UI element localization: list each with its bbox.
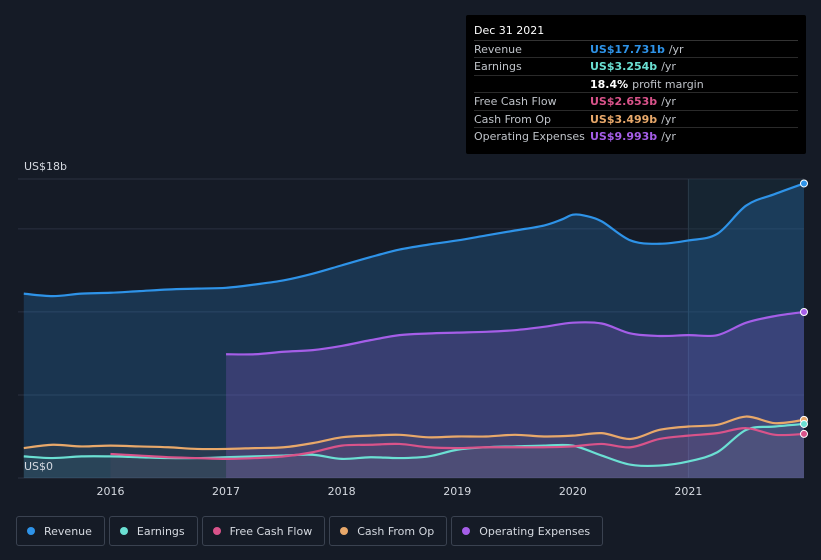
x-tick-label: 2018 [327,485,356,498]
legend-item-cash-from-op[interactable]: Cash From Op [329,516,448,546]
legend-dot-icon [27,527,35,535]
tooltip-row: 18.4% profit margin [474,76,798,94]
tooltip-row-value: US$9.993b [590,129,658,143]
tooltip-row-value: 18.4% [590,77,629,91]
tooltip-row-label: Earnings [474,60,522,74]
tooltip-row-label: Revenue [474,43,522,56]
legend-label: Cash From Op [357,524,435,538]
tooltip-row-label: Cash From Op [474,112,552,126]
legend-label: Revenue [44,524,92,538]
tooltip-row: Revenue US$17.731b/yr [474,41,798,59]
tooltip-row-unit: /yr [661,129,676,143]
tooltip-row: Cash From Op US$3.499b/yr [474,111,798,128]
legend-item-earnings[interactable]: Earnings [108,516,198,546]
tooltip-panel: Dec 31 2021 Revenue US$17.731b/yr Earnings… [466,15,806,154]
tooltip-date: Dec 31 2021 [474,23,798,41]
x-tick-label: 2017 [212,485,241,498]
area-layer [23,183,805,478]
legend-label: Operating Expenses [479,524,591,538]
legend-dot-icon [462,527,471,535]
tooltip-row-unit: /yr [668,43,684,56]
series-line-cash-from-op [23,415,805,451]
tooltip-row: Earnings US$3.254b/yr [474,58,798,76]
x-tick-label: 2020 [558,485,587,498]
series-end-point-earnings [800,419,808,428]
series-end-point-free-cash-flow [800,429,808,438]
legend-dot-icon [119,527,128,535]
tooltip-row-label: Free Cash Flow [474,95,557,109]
series-line-earnings [23,422,805,468]
tooltip-row-value: US$17.731b [590,43,665,56]
series-area-cash-from-op [23,416,804,478]
tooltip-row-unit: /yr [661,112,676,126]
tooltip-rows: Revenue US$17.731b/yr Earnings US$3.254b/yr… [474,41,798,145]
tooltip-row: Free Cash Flow US$2.653b/yr [474,93,798,111]
x-tick-label: 2019 [443,485,472,498]
tooltip-row-value: US$2.653b [590,95,658,109]
tooltip-row-label [474,76,590,92]
legend: Revenue Earnings Free Cash Flow Cash From O… [16,516,607,546]
tooltip-row-unit: /yr [661,60,676,74]
series-end-point-operating-expenses [800,308,808,317]
legend-dot-icon [340,527,349,535]
tooltip-row-value: US$3.254b [590,60,658,74]
legend-item-free-cash-flow[interactable]: Free Cash Flow [201,516,326,546]
series-area-revenue [23,183,804,478]
x-tick-label: 2016 [96,485,125,498]
series-line-revenue [23,182,805,298]
legend-label: Free Cash Flow [229,524,313,538]
legend-item-operating-expenses[interactable]: Operating Expenses [451,516,604,546]
legend-dot-icon [212,527,221,535]
y-axis-top-label: US$18b [24,160,68,173]
y-axis-bottom-label: US$0 [24,460,54,473]
tooltip-row: Operating Expenses US$9.993b/yr [474,128,798,145]
tooltip-row-unit: profit margin [632,77,704,91]
series-line-free-cash-flow [110,427,805,460]
legend-label: Earnings [136,524,185,538]
legend-item-revenue[interactable]: Revenue [16,516,105,546]
series-line-operating-expenses [226,310,805,356]
tooltip-row-value: US$3.499b [590,112,658,126]
x-tick-label: 2021 [674,485,703,498]
tooltip-row-label: Operating Expenses [474,129,585,143]
dot-layer [800,179,808,438]
line-layer [23,182,805,468]
series-end-point-revenue [800,179,808,188]
tooltip-row-unit: /yr [661,95,676,109]
series-area-earnings [23,423,804,478]
